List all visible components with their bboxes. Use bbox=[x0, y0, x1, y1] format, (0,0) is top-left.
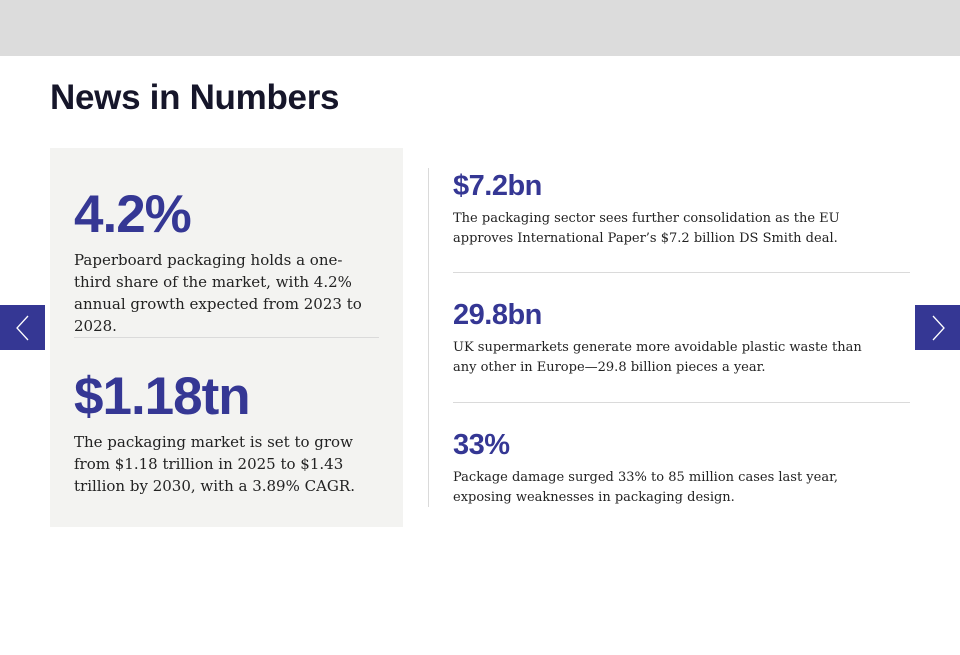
stat-value: $7.2bn bbox=[453, 170, 542, 202]
stat-description: Paperboard packaging holds a one-third s… bbox=[74, 251, 362, 335]
page-title: News in Numbers bbox=[50, 78, 340, 117]
stat-description: Package damage surged 33% to 85 million … bbox=[453, 470, 839, 505]
divider bbox=[453, 272, 910, 273]
featured-stat: 4.2% Paperboard packaging holds a one-th… bbox=[74, 188, 374, 337]
stat-description: The packaging sector sees further consol… bbox=[453, 211, 840, 246]
stat-value: 29.8bn bbox=[453, 299, 542, 331]
chevron-right-icon bbox=[932, 315, 945, 340]
divider bbox=[74, 337, 379, 338]
stat-description: The packaging market is set to grow from… bbox=[74, 433, 355, 495]
featured-card: 4.2% Paperboard packaging holds a one-th… bbox=[50, 148, 403, 527]
column-divider bbox=[428, 168, 429, 507]
chevron-left-icon bbox=[15, 315, 28, 340]
stat-description: UK supermarkets generate more avoidable … bbox=[453, 340, 862, 375]
stat-value: $1.18tn bbox=[74, 367, 251, 426]
stat-item: 33% Package damage surged 33% to 85 mill… bbox=[453, 431, 910, 508]
next-button[interactable] bbox=[915, 305, 960, 350]
featured-stat: $1.18tn The packaging market is set to g… bbox=[74, 370, 374, 497]
stat-value: 33% bbox=[453, 429, 510, 461]
stat-value: 4.2% bbox=[74, 185, 192, 244]
stat-item: $7.2bn The packaging sector sees further… bbox=[453, 172, 910, 249]
divider bbox=[453, 402, 910, 403]
stat-item: 29.8bn UK supermarkets generate more avo… bbox=[453, 301, 910, 378]
top-bar bbox=[0, 0, 960, 56]
prev-button[interactable] bbox=[0, 305, 45, 350]
